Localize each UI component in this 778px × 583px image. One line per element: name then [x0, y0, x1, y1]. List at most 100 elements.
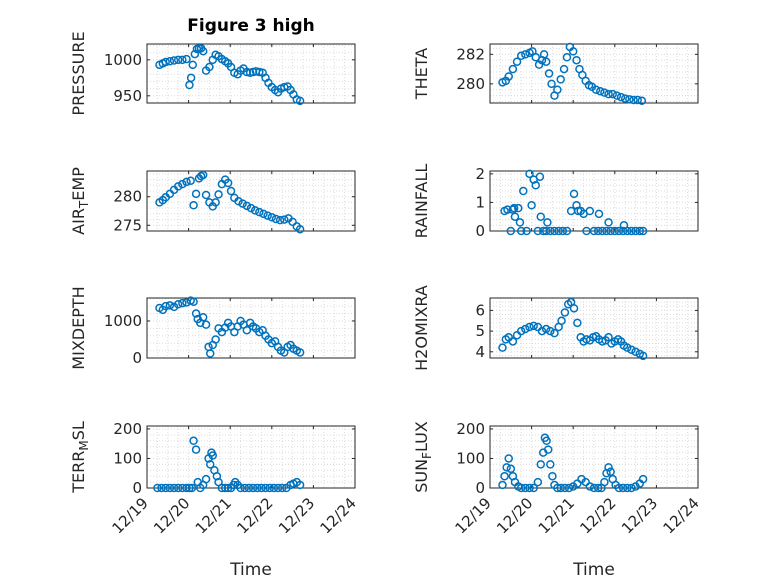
data-point — [165, 57, 175, 66]
data-point — [562, 226, 572, 236]
data-point — [593, 226, 603, 236]
data-point — [178, 55, 187, 65]
data-point — [295, 480, 305, 490]
data-point — [627, 345, 636, 354]
data-point — [295, 96, 305, 106]
data-point — [205, 460, 215, 469]
x-tick-label: 12/23 — [275, 494, 318, 537]
data-point — [169, 56, 179, 65]
data-point — [536, 212, 546, 221]
data-point — [182, 54, 191, 64]
data-point — [226, 186, 236, 196]
data-point — [182, 483, 191, 493]
data-point — [173, 300, 183, 309]
data-point — [295, 225, 305, 234]
data-point — [519, 186, 528, 196]
y-tick-label: 100 — [456, 449, 485, 467]
data-point — [198, 170, 208, 180]
y-tick-label: 280 — [113, 188, 142, 206]
data-point — [635, 226, 645, 236]
data-point — [618, 226, 628, 236]
data-point — [544, 69, 554, 78]
data-point — [220, 483, 230, 493]
data-point — [521, 324, 530, 334]
data-point — [509, 203, 519, 213]
chart-theta: 280 282 THETA — [412, 42, 699, 106]
x-tick-label: 12/20 — [150, 494, 193, 537]
data-point — [541, 57, 551, 66]
x-tick-label: 12/23 — [618, 494, 661, 537]
x-tick-label: 12/22 — [576, 494, 619, 537]
data-point — [612, 91, 622, 100]
data-point — [535, 172, 545, 181]
data-point — [594, 209, 604, 219]
y-axis-label: TERRMSL — [69, 421, 91, 494]
data-point — [178, 179, 187, 189]
y-tick-label: 0 — [475, 479, 485, 497]
axes-box — [146, 297, 356, 359]
data-point — [569, 189, 579, 199]
data-point — [516, 326, 526, 336]
y-tick-label: 6 — [475, 301, 485, 319]
x-tick-label: 12/20 — [493, 494, 536, 537]
data-point — [165, 301, 175, 310]
data-point — [255, 207, 264, 217]
data-point — [269, 483, 279, 493]
data-point — [572, 201, 581, 210]
y-tick-label: 200 — [456, 420, 485, 438]
data-point — [191, 445, 201, 454]
data-point — [173, 182, 183, 191]
y-axis-label: SUNFLUX — [412, 421, 434, 493]
data-point — [157, 483, 166, 493]
data-point — [214, 190, 223, 199]
data-point — [572, 55, 581, 65]
data-point — [527, 201, 536, 210]
axes-box — [489, 297, 699, 359]
x-tick-label: 12/21 — [192, 494, 235, 537]
data-point — [542, 436, 551, 446]
data-point — [267, 213, 277, 222]
data-point — [234, 197, 243, 206]
data-point — [604, 218, 613, 227]
data-point — [288, 217, 297, 227]
data-point — [205, 349, 215, 358]
data-point — [506, 464, 516, 474]
data-point — [161, 301, 170, 311]
y-axis-label: THETA — [412, 48, 431, 100]
data-point — [531, 181, 541, 190]
data-point — [169, 302, 179, 312]
data-point — [600, 477, 609, 487]
data-point — [543, 445, 553, 454]
data-point — [257, 483, 266, 493]
y-tick-label: 100 — [113, 449, 142, 467]
y-tick-label: 4 — [475, 343, 485, 361]
data-point — [638, 474, 648, 484]
data-point — [516, 51, 526, 61]
data-point — [238, 199, 247, 208]
figure-title: Figure 3 high — [187, 16, 315, 36]
data-point — [261, 483, 270, 493]
y-tick-label: 0 — [132, 349, 142, 367]
data-point — [547, 79, 556, 89]
data-point — [515, 218, 525, 227]
data-point — [525, 483, 534, 493]
data-point — [161, 483, 170, 493]
data-point — [498, 343, 507, 352]
data-point — [564, 483, 574, 493]
data-point — [161, 57, 170, 67]
data-point — [546, 460, 555, 469]
data-point — [205, 62, 214, 72]
data-point — [541, 324, 551, 334]
data-point — [191, 189, 201, 199]
y-axis-label: AIRTEMP — [69, 167, 91, 235]
x-tick-label: 12/19 — [452, 494, 495, 537]
y-tick-label: 282 — [456, 45, 485, 63]
data-point — [271, 214, 281, 224]
data-point — [623, 483, 632, 493]
data-point — [246, 203, 256, 213]
x-tick-label: 12/21 — [535, 494, 578, 537]
data-point — [182, 177, 191, 187]
chart-pressure: 950 1000 PRESSURE — [69, 31, 356, 116]
data-point — [606, 467, 615, 477]
data-point — [201, 474, 211, 484]
